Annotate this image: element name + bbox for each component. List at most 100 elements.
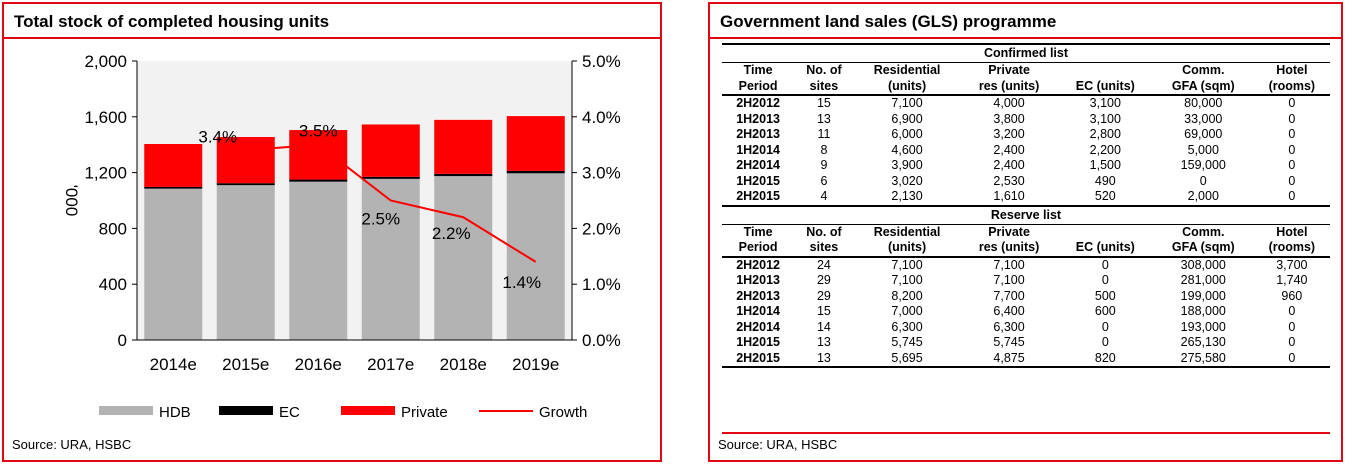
- y-tick-label: 1,200: [84, 164, 127, 183]
- table-cell: 0: [1101, 273, 1109, 288]
- y-tick-label: 1,600: [84, 108, 127, 127]
- table-cell: 199,000: [1180, 288, 1226, 303]
- column-header: GFA (sqm): [1152, 240, 1254, 258]
- bar-ec-2017e: [361, 176, 420, 179]
- column-header: (units): [853, 240, 961, 258]
- x-tick-label: 2018e: [440, 355, 487, 374]
- table-cell: 281,000: [1180, 273, 1226, 288]
- table-cell: 3,100: [1089, 96, 1121, 111]
- table-cell: 4,875: [960, 350, 1058, 368]
- table-cell: 2H2012: [736, 257, 780, 272]
- plot-area: [137, 61, 572, 340]
- table-row: 1H2015 13 5,745 5,745 0 265,130 0: [722, 335, 1330, 351]
- bar-hdb-2019e: [506, 173, 565, 340]
- column-header: Residential: [873, 63, 941, 78]
- table-cell: 2H2015: [722, 350, 795, 368]
- table-cell: 0: [1288, 319, 1296, 334]
- x-tick-label: 2019e: [512, 355, 559, 374]
- legend-label-hdb: HDB: [159, 404, 191, 421]
- table-cell: 8: [820, 142, 828, 157]
- table-cell: 188,000: [1180, 304, 1226, 319]
- header-row: Time No. of Residential Private Comm. Hotel: [722, 224, 1330, 240]
- table-cell: 0: [1101, 319, 1109, 334]
- column-header: Time: [743, 63, 773, 78]
- column-header: res (units): [960, 240, 1058, 258]
- table-cell: 0: [1288, 335, 1296, 350]
- table-cell: 6: [820, 173, 828, 188]
- table-cell: 3,900: [891, 158, 923, 173]
- column-header: Private: [988, 63, 1030, 78]
- title-divider: [4, 37, 660, 39]
- table-cell: 7,100: [891, 273, 923, 288]
- housing-stock-panel: Total stock of completed housing units 0…: [2, 2, 662, 462]
- table-cell: 2H2014: [736, 158, 780, 173]
- bar-private-2016e: [289, 130, 348, 180]
- table-cell: 7,000: [891, 304, 923, 319]
- table-cell: 820: [1057, 350, 1153, 368]
- table-cell: 1,740: [1276, 273, 1308, 288]
- legend-label-growth: Growth: [539, 404, 587, 421]
- y2-tick-label: 3.0%: [582, 164, 621, 183]
- table-cell: 13: [816, 335, 831, 350]
- table-cell: 29: [816, 273, 831, 288]
- column-header: Period: [722, 78, 795, 96]
- bar-hdb-2016e: [289, 181, 348, 340]
- table-cell: 3,200: [993, 127, 1025, 142]
- table-cell: 69,000: [1184, 127, 1223, 142]
- bar-hdb-2018e: [434, 176, 493, 340]
- table-cell: 5,745: [993, 335, 1025, 350]
- table-cell: 6,900: [891, 111, 923, 126]
- table-cell: 4: [794, 189, 854, 207]
- table-cell: 0: [1199, 173, 1207, 188]
- table-cell: 275,580: [1152, 350, 1254, 368]
- table-cell: 600: [1094, 304, 1116, 319]
- table-cell: 0: [1101, 335, 1109, 350]
- column-header: Comm.: [1182, 63, 1225, 78]
- legend-label-private: Private: [401, 404, 448, 421]
- table-cell: 15: [816, 96, 831, 111]
- bar-private-2019e: [506, 116, 565, 171]
- table-cell: 5,745: [891, 335, 923, 350]
- table-top-rule: [722, 43, 1330, 45]
- bar-private-2018e: [434, 119, 493, 174]
- table-row: 1H2013 13 6,900 3,800 3,100 33,000 0: [722, 112, 1330, 128]
- table-cell: 3,100: [1089, 111, 1121, 126]
- gls-table: Confirmed list Time No. of Residential Priva…: [722, 45, 1330, 368]
- table-source: Source: URA, HSBC: [718, 437, 838, 452]
- table-cell: 159,000: [1180, 158, 1226, 173]
- bar-ec-2018e: [434, 173, 493, 177]
- table-cell: 1H2015: [736, 173, 780, 188]
- bar-ec-2019e: [506, 170, 565, 174]
- table-row: 2H2014 9 3,900 2,400 1,500 159,000 0: [722, 158, 1330, 174]
- reserve-list-title: Reserve list: [722, 205, 1330, 225]
- x-tick-label: 2014e: [150, 355, 197, 374]
- column-header: EC (units): [1057, 78, 1153, 96]
- table-cell: 6,300: [891, 319, 923, 334]
- column-header: res (units): [960, 78, 1058, 96]
- table-cell: 265,130: [1180, 335, 1226, 350]
- y-axis-label: '000: [62, 185, 81, 217]
- column-header: Comm.: [1182, 224, 1225, 239]
- table-row: 1H2015 6 3,020 2,530 490 0 0: [722, 174, 1330, 190]
- bar-ec-2015e: [216, 183, 275, 186]
- bar-hdb-2017e: [361, 178, 420, 340]
- table-cell: 0: [1288, 173, 1296, 188]
- column-header: Hotel: [1276, 224, 1308, 239]
- table-cell: 500: [1094, 288, 1116, 303]
- table-row: 2H2013 11 6,000 3,200 2,800 69,000 0: [722, 127, 1330, 143]
- confirmed-list-title-row: Confirmed list: [722, 45, 1330, 63]
- table-cell: 15: [816, 304, 831, 319]
- y2-tick-label: 2.0%: [582, 219, 621, 238]
- table-cell: 3,700: [1276, 257, 1308, 272]
- column-header: sites: [794, 240, 854, 258]
- confirmed-list-title: Confirmed list: [722, 45, 1330, 63]
- table-cell: 29: [816, 288, 831, 303]
- column-header: No. of: [806, 224, 842, 239]
- table-cell: 7,100: [891, 257, 923, 272]
- table-cell: 0: [1288, 142, 1296, 157]
- table-cell: 1H2014: [736, 142, 780, 157]
- table-cell: 5,695: [853, 350, 961, 368]
- chart-source: Source: URA, HSBC: [12, 437, 132, 452]
- growth-data-label: 1.4%: [502, 273, 541, 292]
- bar-private-2015e: [216, 137, 275, 184]
